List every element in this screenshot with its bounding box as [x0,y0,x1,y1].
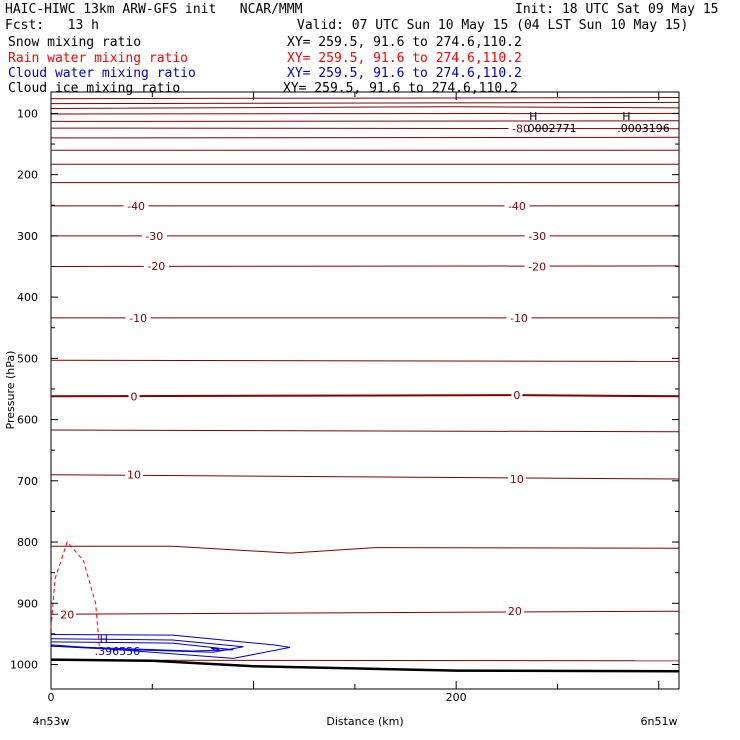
isotherm-line [50,610,680,615]
maximum-marker: H [529,110,537,123]
isotherm-line [50,394,680,398]
isotherm-line [50,101,680,105]
contour-label-mask [504,199,530,212]
contour-label: -80 [512,123,530,136]
y-tick-label: 100 [17,107,38,120]
contour-label-mask [125,468,144,481]
contour-label: -20 [528,261,546,274]
maximum-value: .396556 [95,645,141,658]
y-tick-label: 500 [17,352,38,365]
isotherm-line [50,136,680,139]
cloud-water-contour [210,647,220,651]
contour-label: 0 [513,389,520,402]
y-tick-label: 400 [17,291,38,304]
maximum-marker: H [100,633,108,646]
y-tick-label: 800 [17,536,38,549]
y-tick-label: 200 [17,169,38,182]
maximum-value: .0003196 [617,122,670,135]
field-xy-rain: XY= 259.5, 91.6 to 274.6,110.2 [287,51,522,66]
contour-label: -10 [510,312,528,325]
contour-label: 10 [510,473,524,486]
contour-label-mask [507,472,526,485]
cloud-water-group [50,634,291,659]
x-axis-label: Distance (km) [326,715,403,728]
contour-label: -30 [528,230,546,243]
terrain-group [50,658,680,673]
maximum-marker: H [622,110,630,123]
rain-contour [50,541,101,650]
init-time: Init: 18 UTC Sat 09 May 15 [515,2,719,17]
contour-label: 20 [60,608,74,621]
y-tick-label: 900 [17,597,38,610]
isotherm-line [50,127,680,130]
isotherm-group [50,97,680,662]
contour-label: -40 [508,200,526,213]
cloud-water-contour [50,634,291,659]
contour-label-mask [524,229,550,242]
isotherm-line [50,97,680,100]
isotherm-line [50,359,680,362]
contour-label: 10 [127,469,141,482]
valid-time: Valid: 07 UTC Sun 10 May 15 (04 LST Sun … [297,18,689,33]
contour-label-mask [511,389,523,402]
y-axis-label: Pressure (hPa) [4,351,17,430]
isotherm-line [50,120,680,122]
y-tick-label: 300 [17,230,38,243]
contour-label-mask [506,311,532,324]
contour-label-mask [128,390,140,403]
right-endpoint-label: 6n51w [641,715,678,728]
forecast-hour: Fcst: 13 h [5,18,99,33]
x-tick-label: 0 [48,691,55,704]
field-label-cloud-water: Cloud water mixing ratio [8,66,196,81]
contour-label: -40 [127,200,145,213]
contour-label: -10 [129,312,147,325]
contour-label-mask [505,605,524,618]
y-tick-label: 1000 [10,659,38,672]
field-xy-cloud-water: XY= 259.5, 91.6 to 274.6,110.2 [287,66,522,81]
contour-label-mask [508,122,534,135]
contour-label-mask [143,259,169,272]
contour-label: -30 [145,230,163,243]
x-tick-label: 200 [446,691,467,704]
contour-label-mask [58,608,77,621]
y-tick-label: 600 [17,414,38,427]
rain-group [50,541,101,650]
plot-frame [50,91,680,690]
terrain-line [50,658,680,673]
contour-label-mask [524,260,550,273]
model-title: HAIC-HIWC 13km ARW-GFS init NCAR/MMM [5,2,303,17]
cloud-water-contour [50,641,234,652]
contour-label: 0 [131,390,138,403]
left-endpoint-label: 4n53w [33,715,70,728]
field-xy-snow: XY= 259.5, 91.6 to 274.6,110.2 [287,35,522,50]
isotherm-line [50,474,680,480]
isotherm-line [50,429,680,433]
contour-label: -20 [147,260,165,273]
maximum-value: .0002771 [524,122,577,135]
field-label-rain: Rain water mixing ratio [8,51,189,66]
isotherm-line [51,545,680,554]
field-label-snow: Snow mixing ratio [8,35,142,50]
y-tick-label: 700 [17,475,38,488]
contour-label-mask [125,311,151,324]
contour-label-mask [141,229,167,242]
contour-label: 20 [508,605,522,618]
isotherm-line [50,106,680,109]
isotherm-line [50,112,680,115]
contour-label-mask [123,199,149,212]
